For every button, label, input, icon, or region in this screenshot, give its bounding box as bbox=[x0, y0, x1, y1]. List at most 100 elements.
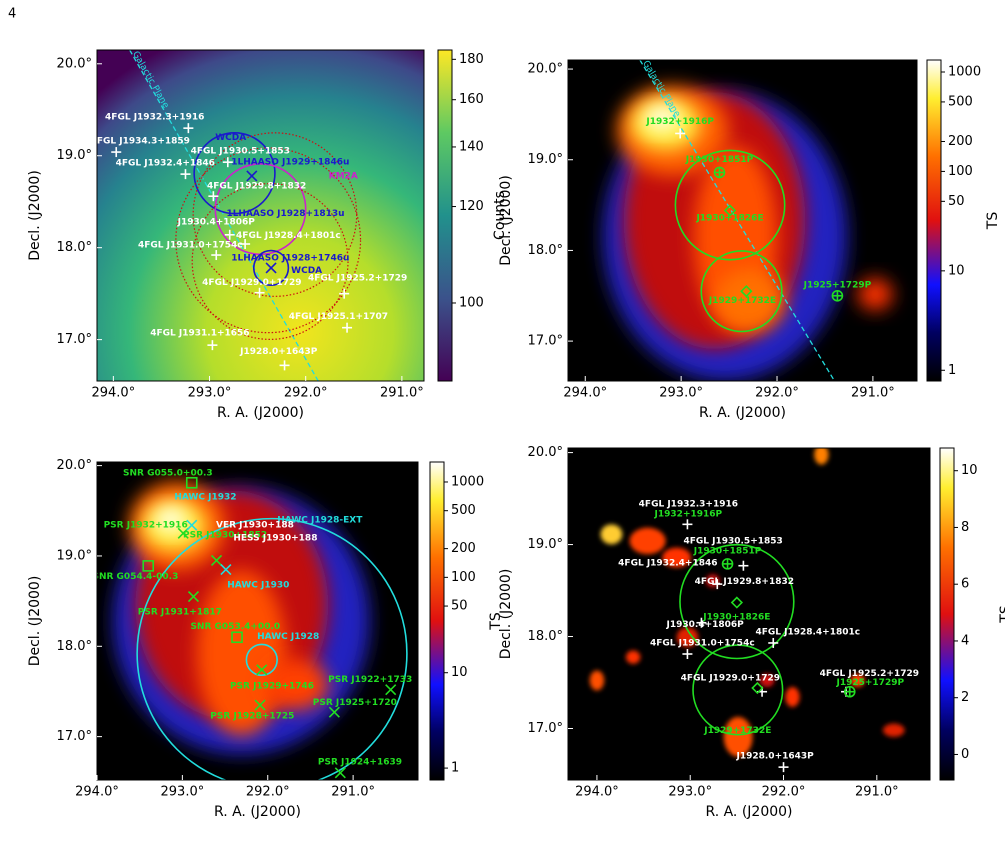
marker-ring bbox=[713, 166, 726, 179]
colorbar bbox=[939, 447, 955, 781]
y-tick-label: 18.0° bbox=[528, 629, 563, 644]
colorbar bbox=[429, 461, 445, 781]
source-marker bbox=[751, 681, 764, 695]
colorbar-tick-label: 180 bbox=[459, 52, 484, 67]
colorbar-tick-label: 100 bbox=[948, 164, 973, 179]
source-label: 1LHAASO J1929+1846u bbox=[231, 158, 349, 168]
source-marker bbox=[142, 560, 155, 572]
marker-diamond bbox=[740, 285, 753, 298]
page-number: 4 bbox=[8, 7, 16, 22]
marker-ring bbox=[831, 289, 844, 302]
y-tick-label: 20.0° bbox=[57, 56, 92, 71]
source-marker bbox=[831, 289, 844, 302]
source-marker bbox=[682, 649, 693, 660]
colorbar-tick-label: 8 bbox=[961, 520, 969, 535]
colorbar-tick-label: 50 bbox=[451, 599, 468, 614]
source-marker bbox=[342, 322, 353, 333]
marker-stroke bbox=[328, 706, 340, 718]
source-label: 4FGL J1931.1+1656 bbox=[150, 329, 249, 339]
y-tick-label: 17.0° bbox=[57, 332, 92, 347]
y-tick-label: 20.0° bbox=[528, 445, 563, 460]
source-label: PSR J1925+1720 bbox=[313, 698, 397, 708]
region-circle bbox=[252, 249, 290, 287]
source-marker bbox=[738, 560, 749, 571]
colorbar bbox=[437, 49, 453, 382]
source-label: SNR G053.4+00.0 bbox=[190, 622, 280, 632]
y-tick-label: 19.0° bbox=[57, 148, 92, 163]
region-circle bbox=[245, 643, 278, 677]
source-label: WCDA bbox=[291, 266, 322, 276]
source-marker bbox=[723, 204, 737, 217]
source-label: 4FGL J1928.4+1801c bbox=[755, 627, 860, 637]
source-label: PSR J1932+1916 bbox=[104, 521, 188, 531]
heat-blob bbox=[600, 524, 623, 545]
marker-stroke bbox=[385, 684, 397, 696]
x-tick-label: 292.0° bbox=[762, 785, 806, 800]
source-label: 4FGL J1931.0+1754c bbox=[138, 240, 243, 250]
colorbar-tick-label: 2 bbox=[961, 690, 969, 705]
colorbar-tick-label: 120 bbox=[459, 199, 484, 214]
source-label: HESS J1930+188 bbox=[233, 533, 317, 543]
marker-stroke bbox=[334, 767, 346, 779]
source-marker bbox=[224, 229, 235, 240]
source-marker bbox=[207, 340, 218, 351]
region-circle bbox=[692, 644, 784, 736]
map-area: SNR G055.0+00.3 HAWC J1932 HAWC J1928-EXT P… bbox=[97, 462, 418, 780]
marker-stroke bbox=[186, 519, 198, 531]
source-label: 1LHAASO J1928+1813u bbox=[226, 209, 344, 219]
y-tick-label: 20.0° bbox=[57, 458, 92, 473]
marker-diamond bbox=[751, 681, 764, 695]
y-tick-label: 17.0° bbox=[57, 729, 92, 744]
source-label: 4FGL J1932.3+1916 bbox=[105, 113, 204, 123]
source-label: PSR J1924+1639 bbox=[318, 757, 402, 767]
source-marker bbox=[334, 767, 346, 779]
source-label: 4FGL J1930.5+1853 bbox=[191, 147, 290, 157]
source-label: 4FGL J1934.3+1859 bbox=[91, 137, 190, 147]
marker-diamond bbox=[723, 204, 737, 217]
source-label: 4FGL J1925.2+1729 bbox=[308, 274, 407, 284]
source-marker bbox=[713, 166, 726, 179]
source-label: J1930+1826E bbox=[695, 213, 763, 223]
colorbar bbox=[926, 59, 942, 382]
source-label: PSR J1922+1733 bbox=[328, 675, 412, 685]
source-marker bbox=[682, 519, 693, 530]
source-marker bbox=[231, 631, 243, 644]
map-area: Galactic PlaneJ1932+1916PJ1930+1851PJ193… bbox=[568, 60, 917, 381]
marker-stroke bbox=[246, 170, 258, 182]
source-marker bbox=[185, 476, 198, 489]
colorbar-tick-label: 0 bbox=[961, 747, 969, 762]
marker-stroke bbox=[256, 664, 268, 676]
y-tick-label: 18.0° bbox=[528, 243, 563, 258]
source-label: J1928.0+1643P bbox=[735, 752, 814, 762]
x-tick-label: 294.0° bbox=[575, 785, 619, 800]
region-circle bbox=[192, 132, 358, 297]
source-marker bbox=[279, 360, 290, 371]
source-marker bbox=[265, 262, 277, 274]
marker-square bbox=[142, 560, 155, 572]
source-label: 4FGL J1928.4+1801c bbox=[236, 231, 341, 241]
heat-blob bbox=[814, 448, 829, 465]
heat-blob bbox=[154, 506, 187, 532]
colorbar-label: TS bbox=[488, 612, 504, 631]
heat-blob bbox=[714, 268, 785, 333]
region-circle bbox=[674, 149, 786, 261]
source-label: HAWC J1930 bbox=[227, 580, 289, 590]
source-marker bbox=[220, 563, 232, 576]
marker-square bbox=[231, 631, 243, 644]
source-label: 4FGL J1925.2+1729 bbox=[820, 669, 919, 679]
source-label: 4FGL J1925.1+1707 bbox=[289, 312, 388, 322]
region-circle bbox=[679, 543, 795, 660]
source-label: VER J1930+188 bbox=[216, 521, 294, 531]
source-marker bbox=[180, 169, 191, 180]
colorbar-tick-label: 10 bbox=[948, 263, 965, 278]
source-marker bbox=[256, 664, 268, 676]
x-tick-label: 292.0° bbox=[284, 386, 328, 401]
marker-stroke bbox=[265, 262, 277, 274]
heat-blob bbox=[759, 673, 775, 688]
heat-blob bbox=[723, 716, 753, 757]
source-marker bbox=[210, 554, 223, 567]
source-label: HAWC J1928-EXT bbox=[277, 515, 363, 525]
colorbar-tick-label: 10 bbox=[961, 463, 978, 478]
colorbar-tick-label: 160 bbox=[459, 92, 484, 107]
